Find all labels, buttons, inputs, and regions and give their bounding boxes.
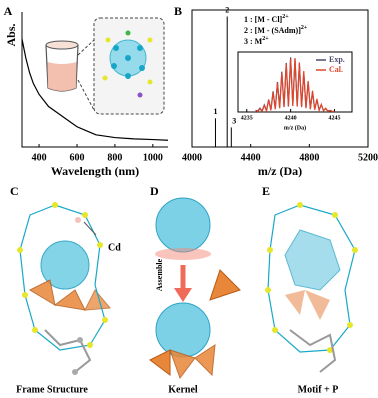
x-tick-label: 400: [32, 152, 47, 163]
x-axis-label: m/z (Da): [284, 124, 306, 131]
x-tick-label: 4800: [299, 152, 319, 163]
panel-label: C: [10, 184, 19, 198]
legend-entry: 1 : [M - Cl]2+: [244, 14, 289, 23]
kernel-illustration: [149, 197, 241, 380]
motif-illustration: [265, 202, 358, 373]
legend-entry: 2 : [M - (SAdm)]2+: [244, 25, 308, 34]
frame-structure-illustration: [17, 202, 112, 375]
x-tick-label: 4245: [328, 115, 340, 121]
legend-superscript: 2+: [282, 14, 289, 20]
panel-note: Cd: [108, 242, 121, 253]
axis-lines: [21, 12, 168, 148]
panel-note: Assemble: [155, 258, 164, 291]
beaker-illustration: [45, 17, 165, 115]
y-axis-label: Abs.: [4, 23, 18, 46]
x-tick-label: 600: [69, 152, 84, 163]
panel-label: D: [150, 184, 159, 198]
x-tick-label: 4240: [285, 115, 297, 121]
panel-label: A: [4, 4, 13, 18]
x-axis-label: Wavelength (nm): [51, 164, 139, 178]
x-tick-label: 800: [107, 152, 122, 163]
x-tick-label: 4400: [241, 152, 261, 163]
panel-caption: Kernel: [168, 384, 198, 395]
peak-label: 1: [213, 107, 217, 116]
legend-text: 2 : [M - (SAdm)]: [244, 26, 301, 35]
panel-caption: Motif + P: [298, 384, 339, 395]
x-tick-label: 5200: [358, 152, 378, 163]
legend-entry: 3 : M2+: [244, 36, 269, 45]
plot-frame: [191, 9, 369, 148]
legend-superscript: 2+: [262, 36, 269, 42]
x-tick-label: 4235: [241, 115, 253, 121]
peak-label: 3: [232, 116, 236, 125]
panel-label: E: [262, 184, 270, 198]
legend-superscript: 2+: [301, 25, 308, 31]
legend-label: Exp.: [329, 55, 345, 64]
legend-text: 1 : [M - Cl]: [244, 15, 283, 24]
x-tick-label: 4000: [182, 152, 202, 163]
legend-text: 3 : M: [244, 37, 263, 46]
panel-label: B: [174, 4, 182, 18]
panel-caption: Frame Structure: [16, 384, 88, 395]
data-line: [255, 57, 335, 113]
data-line: [21, 38, 169, 141]
x-tick-label: 1000: [143, 152, 163, 163]
legend-label: Cal.: [329, 65, 343, 74]
peak-label: 2: [225, 5, 229, 14]
x-axis-label: m/z (Da): [258, 164, 302, 178]
